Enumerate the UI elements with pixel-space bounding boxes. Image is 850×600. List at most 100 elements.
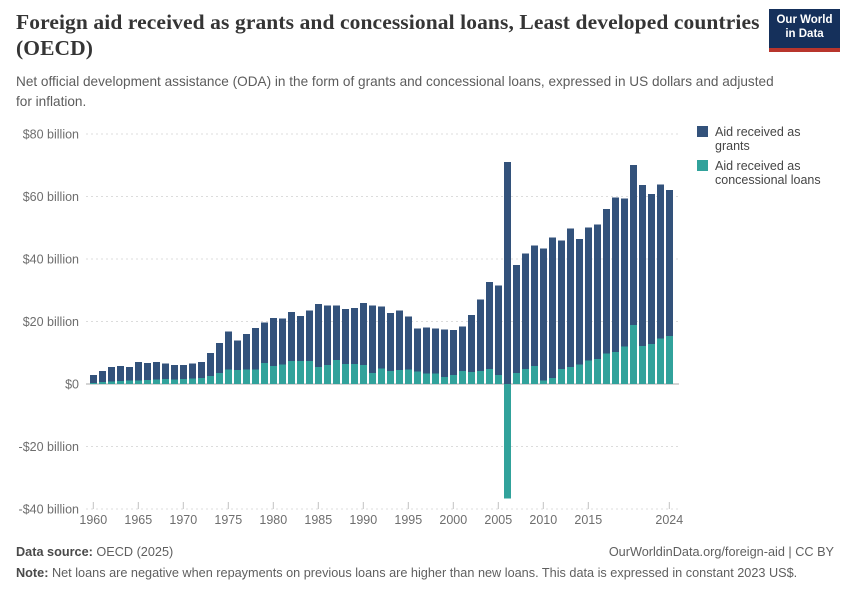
bar-segment-loans-2007[interactable]	[512, 372, 520, 384]
bar-segment-grants-1972[interactable]	[197, 361, 205, 378]
bar-segment-loans-1999[interactable]	[440, 377, 448, 384]
bar-segment-grants-1962[interactable]	[107, 366, 115, 382]
bar-segment-grants-2024[interactable]	[665, 189, 673, 336]
bar-segment-grants-1995[interactable]	[404, 316, 412, 370]
bar-segment-loans-1975[interactable]	[224, 369, 232, 384]
bar-segment-loans-1965[interactable]	[134, 380, 142, 384]
bar-segment-loans-2010[interactable]	[539, 380, 547, 384]
bar-segment-loans-2024[interactable]	[665, 335, 673, 384]
bar-segment-loans-2023[interactable]	[656, 338, 664, 384]
bar-segment-grants-2003[interactable]	[476, 299, 484, 371]
bar-segment-grants-1979[interactable]	[260, 322, 268, 363]
bar-segment-grants-2018[interactable]	[611, 197, 619, 352]
bar-segment-loans-1968[interactable]	[161, 379, 169, 384]
bar-segment-loans-1964[interactable]	[125, 380, 133, 384]
bar-segment-grants-1961[interactable]	[98, 370, 106, 383]
bar-segment-grants-1973[interactable]	[206, 352, 214, 376]
owid-attribution-link[interactable]: OurWorldinData.org/foreign-aid | CC BY	[608, 545, 834, 559]
bar-segment-loans-2008[interactable]	[521, 369, 529, 384]
bar-segment-grants-1986[interactable]	[323, 305, 331, 365]
bar-segment-grants-1988[interactable]	[341, 309, 349, 364]
bar-segment-loans-1988[interactable]	[341, 364, 349, 384]
bar-segment-loans-2011[interactable]	[548, 377, 556, 384]
bar-segment-grants-1984[interactable]	[305, 310, 313, 362]
bar-segment-grants-1985[interactable]	[314, 304, 322, 367]
bar-segment-grants-1999[interactable]	[440, 329, 448, 378]
bar-segment-grants-1994[interactable]	[395, 310, 403, 370]
bar-segment-loans-2005[interactable]	[494, 374, 502, 384]
bar-segment-grants-1978[interactable]	[251, 327, 259, 370]
bar-segment-loans-1974[interactable]	[215, 372, 223, 384]
bar-segment-grants-2022[interactable]	[647, 194, 655, 344]
bar-segment-grants-2016[interactable]	[593, 224, 601, 359]
bar-segment-grants-2023[interactable]	[656, 184, 664, 339]
bar-segment-grants-1975[interactable]	[224, 331, 232, 370]
bar-segment-loans-2018[interactable]	[611, 351, 619, 384]
bar-segment-loans-2002[interactable]	[467, 371, 475, 384]
bar-segment-grants-2001[interactable]	[458, 326, 466, 371]
bar-segment-loans-1963[interactable]	[116, 380, 124, 384]
bar-segment-grants-1987[interactable]	[332, 305, 340, 360]
bar-segment-loans-2012[interactable]	[557, 369, 565, 384]
bar-segment-loans-2021[interactable]	[638, 345, 646, 384]
bar-segment-loans-1987[interactable]	[332, 359, 340, 384]
bar-segment-loans-2016[interactable]	[593, 359, 601, 384]
bar-segment-grants-1968[interactable]	[161, 363, 169, 379]
bar-segment-grants-2004[interactable]	[485, 281, 493, 369]
bar-segment-loans-2020[interactable]	[629, 324, 637, 384]
bar-segment-loans-1966[interactable]	[143, 379, 151, 384]
bar-segment-grants-1971[interactable]	[188, 363, 196, 379]
bar-segment-loans-1985[interactable]	[314, 366, 322, 384]
bar-segment-loans-1986[interactable]	[323, 364, 331, 384]
bar-segment-loans-2022[interactable]	[647, 344, 655, 384]
bar-segment-loans-1989[interactable]	[350, 364, 358, 384]
bar-segment-loans-1960[interactable]	[89, 382, 97, 384]
bar-segment-loans-2015[interactable]	[584, 360, 592, 384]
bar-segment-grants-1965[interactable]	[134, 361, 142, 381]
bar-segment-loans-1979[interactable]	[260, 362, 268, 384]
bar-segment-grants-1993[interactable]	[386, 312, 394, 372]
bar-segment-grants-2000[interactable]	[449, 329, 457, 375]
bar-segment-loans-1967[interactable]	[152, 379, 160, 384]
bar-segment-loans-1961[interactable]	[98, 382, 106, 384]
bar-segment-loans-1983[interactable]	[296, 361, 304, 384]
bar-segment-grants-1983[interactable]	[296, 315, 304, 362]
bar-segment-grants-1998[interactable]	[431, 328, 439, 374]
bar-segment-loans-1994[interactable]	[395, 369, 403, 384]
bar-segment-loans-1970[interactable]	[179, 379, 187, 384]
bar-segment-grants-2009[interactable]	[530, 245, 538, 366]
bar-segment-loans-2017[interactable]	[602, 353, 610, 384]
bar-segment-grants-2019[interactable]	[620, 198, 628, 347]
bar-segment-grants-1969[interactable]	[170, 364, 178, 380]
bar-segment-loans-2003[interactable]	[476, 370, 484, 384]
bar-segment-grants-1992[interactable]	[377, 306, 385, 369]
bar-segment-grants-1970[interactable]	[179, 364, 187, 379]
bar-segment-grants-2007[interactable]	[512, 264, 520, 373]
bar-segment-loans-1981[interactable]	[278, 364, 286, 384]
bar-segment-loans-1984[interactable]	[305, 361, 313, 384]
bar-segment-grants-1967[interactable]	[152, 362, 160, 380]
bar-segment-loans-2013[interactable]	[566, 367, 574, 384]
bar-segment-loans-1971[interactable]	[188, 378, 196, 384]
bar-segment-loans-2004[interactable]	[485, 369, 493, 384]
bar-segment-loans-1978[interactable]	[251, 369, 259, 384]
bar-segment-loans-2014[interactable]	[575, 364, 583, 384]
bar-segment-loans-1976[interactable]	[233, 369, 241, 384]
bar-segment-grants-2015[interactable]	[584, 227, 592, 361]
bar-segment-loans-1990[interactable]	[359, 364, 367, 384]
bar-segment-grants-2021[interactable]	[638, 184, 646, 346]
bar-segment-grants-1982[interactable]	[287, 312, 295, 362]
legend-item-grants[interactable]: Aid received as grants	[697, 125, 837, 154]
bar-segment-loans-1980[interactable]	[269, 365, 277, 384]
owid-logo[interactable]: Our World in Data	[769, 9, 840, 52]
bar-segment-grants-1990[interactable]	[359, 302, 367, 365]
bar-segment-loans-1972[interactable]	[197, 377, 205, 384]
bar-segment-grants-1996[interactable]	[413, 328, 421, 372]
bar-segment-grants-1981[interactable]	[278, 318, 286, 365]
bar-segment-grants-2020[interactable]	[629, 164, 637, 325]
bar-segment-loans-1973[interactable]	[206, 375, 214, 384]
bar-segment-grants-2006[interactable]	[503, 161, 511, 384]
bar-segment-loans-1962[interactable]	[107, 381, 115, 384]
bar-segment-loans-1995[interactable]	[404, 369, 412, 384]
bar-segment-loans-2000[interactable]	[449, 374, 457, 384]
